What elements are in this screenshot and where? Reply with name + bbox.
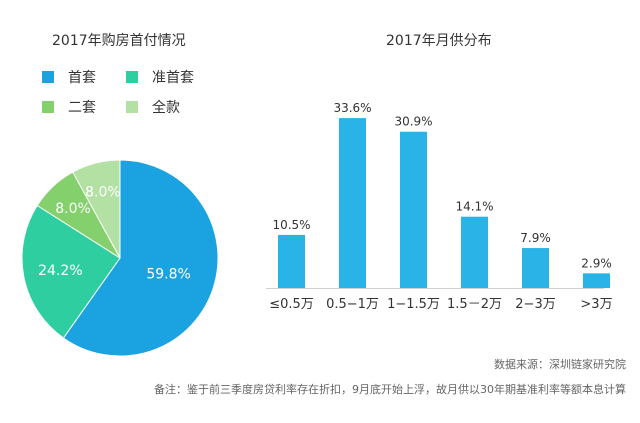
legend-swatch-full-payment (126, 101, 138, 113)
bar-category-label-4: 2−3万 (515, 297, 555, 312)
legend-swatch-second-home (42, 101, 54, 113)
bar-category-label-0: ≤0.5万 (269, 297, 314, 312)
pie-label-full-payment: 8.0% (85, 185, 121, 201)
pie-label-second-home: 8.0% (55, 201, 91, 217)
pie-slice-full-payment (72, 159, 121, 259)
bar-value-label-5: 2.9% (581, 256, 612, 270)
pie-label-quasi-first-home: 24.2% (38, 263, 82, 279)
legend-swatch-quasi-first-home (126, 71, 138, 83)
bar-value-label-0: 10.5% (272, 218, 310, 232)
bar-4 (522, 248, 549, 288)
source-note: 数据来源：深圳链家研究院 (494, 358, 626, 371)
legend-item-first-home: 首套 (42, 67, 96, 87)
bar-0 (278, 234, 305, 288)
legend-label-second-home: 二套 (68, 100, 96, 116)
legend-label-first-home: 首套 (68, 70, 96, 86)
bar-category-label-2: 1−1.5万 (387, 297, 440, 312)
bar-value-label-3: 14.1% (455, 200, 493, 214)
pie-chart-title: 2017年购房首付情况 (52, 33, 186, 49)
legend-item-full-payment: 全款 (126, 97, 180, 117)
legend-label-full-payment: 全款 (152, 100, 180, 116)
bar-1 (339, 118, 366, 288)
legend-swatch-first-home (42, 71, 54, 83)
legend-item-second-home: 二套 (42, 97, 96, 117)
pie-slice-first-home (62, 159, 219, 357)
bar-chart-title: 2017年月供分布 (386, 33, 492, 49)
bar-category-label-5: >3万 (580, 297, 612, 312)
bar-3 (461, 216, 488, 288)
bar-2 (400, 131, 427, 288)
bar-category-label-1: 0.5−1万 (326, 297, 379, 312)
bar-5 (583, 273, 610, 288)
bar-value-label-4: 7.9% (520, 231, 551, 245)
bar-value-label-2: 30.9% (394, 115, 432, 129)
remark-note: 备注：鉴于前三季度房贷利率存在折扣，9月底开始上浮，故月供以30年期基准利率等额… (154, 383, 626, 396)
pie-label-first-home: 59.8% (146, 266, 190, 282)
bar-category-label-3: 1.5－2万 (447, 297, 502, 312)
pie-slice-quasi-first-home (21, 204, 121, 339)
legend-label-quasi-first-home: 准首套 (152, 70, 194, 86)
legend-item-quasi-first-home: 准首套 (126, 67, 194, 87)
bar-value-label-1: 33.6% (333, 101, 371, 115)
